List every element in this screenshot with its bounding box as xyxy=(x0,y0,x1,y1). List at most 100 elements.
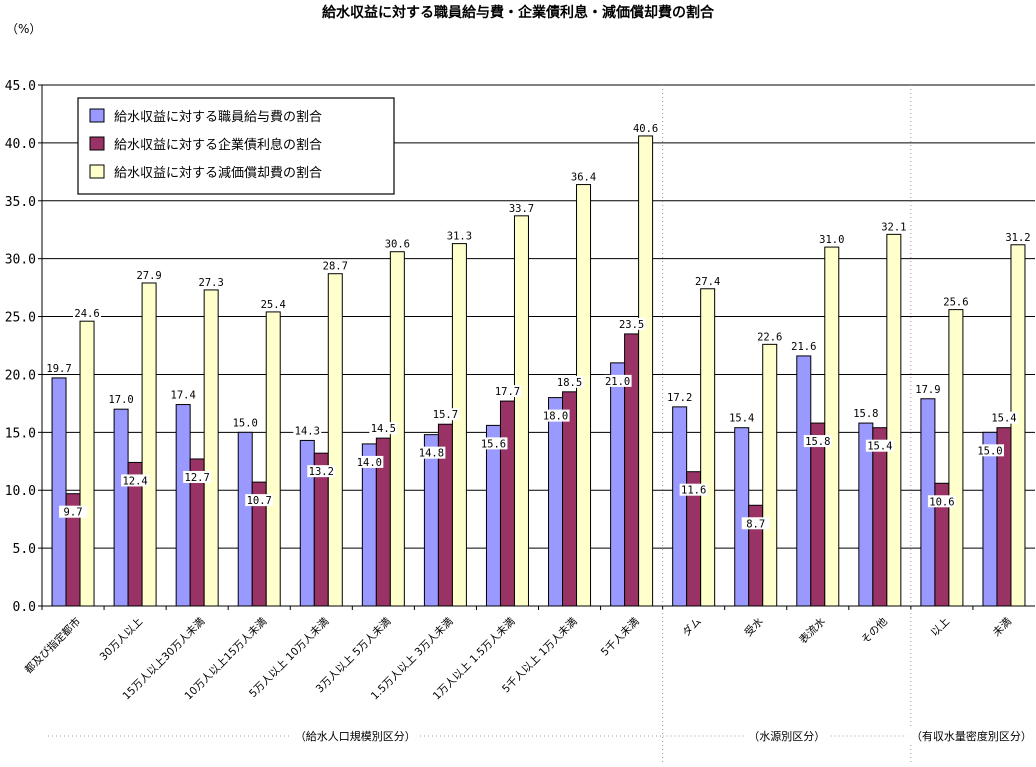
x-tick-label: ダム xyxy=(680,615,704,639)
bar-s2-12 xyxy=(810,422,826,607)
group-label: （給水人口規模別区分） xyxy=(295,729,416,743)
data-label-bg xyxy=(59,505,88,518)
data-label-bg xyxy=(321,259,350,272)
y-tick-label: 20.0 xyxy=(5,368,36,383)
bar-s3-4 xyxy=(327,273,343,607)
data-label: 27.9 xyxy=(136,270,161,282)
data-label-bg xyxy=(879,220,908,233)
bar-s1-9 xyxy=(610,362,626,607)
data-label: 15.0 xyxy=(977,445,1002,457)
data-label: 27.3 xyxy=(199,277,224,289)
y-tick-label: 15.0 xyxy=(5,426,36,441)
data-label: 30.6 xyxy=(385,239,410,251)
data-label-bg xyxy=(941,295,970,308)
data-label-bg xyxy=(355,455,384,468)
data-label: 24.6 xyxy=(74,308,99,320)
bar-s3-13 xyxy=(886,233,902,607)
data-label: 15.4 xyxy=(991,413,1016,425)
data-label-bg xyxy=(541,409,570,422)
legend-box xyxy=(77,97,395,195)
legend-swatch xyxy=(89,136,105,151)
data-label-bg xyxy=(507,201,536,214)
bar-s3-6 xyxy=(451,243,467,607)
data-label-bg xyxy=(913,382,942,395)
bar-s1-3 xyxy=(237,431,253,607)
data-label: 33.7 xyxy=(509,203,534,215)
data-label-bg xyxy=(259,297,288,310)
bar-s3-14 xyxy=(948,309,964,607)
data-label: 17.0 xyxy=(108,394,133,406)
legend-swatch xyxy=(89,108,105,123)
bar-s1-0 xyxy=(51,377,67,607)
bar-s1-2 xyxy=(175,404,191,607)
data-label: 36.4 xyxy=(571,172,596,184)
data-label: 21.6 xyxy=(791,341,816,353)
data-label: 17.4 xyxy=(171,390,196,402)
data-label-bg xyxy=(1003,230,1032,243)
data-label-bg xyxy=(631,121,660,134)
data-label-bg xyxy=(741,517,770,530)
data-label-bg xyxy=(135,268,164,281)
legend-label: 給水収益に対する職員給与費の割合 xyxy=(114,109,322,125)
data-label: 15.7 xyxy=(433,409,458,421)
group-label-bg xyxy=(290,727,420,743)
data-label-bg xyxy=(417,446,446,459)
data-label-bg xyxy=(803,435,832,448)
data-label-bg xyxy=(755,330,784,343)
data-label: 14.0 xyxy=(357,457,382,469)
x-tick-label: 表流水 xyxy=(796,615,828,647)
data-label-bg xyxy=(493,385,522,398)
data-label: 27.4 xyxy=(695,276,720,288)
x-tick-label: 以上 xyxy=(929,616,952,639)
bar-s2-8 xyxy=(562,391,578,607)
bar-s1-12 xyxy=(796,355,812,607)
legend-label: 給水収益に対する減価償却費の割合 xyxy=(114,165,322,181)
data-label-bg xyxy=(693,274,722,287)
bar-s3-15 xyxy=(1010,244,1026,607)
data-label: 12.7 xyxy=(185,472,210,484)
data-label: 13.2 xyxy=(309,466,334,478)
data-label-bg xyxy=(107,393,136,406)
data-label-bg xyxy=(73,307,102,320)
group-labels: （給水人口規模別区分） （水源別区分） （有収水量密度別区分） xyxy=(48,85,1036,765)
group-label: （有収水量密度別区分） xyxy=(911,729,1032,743)
x-tick-label: 受水 xyxy=(743,615,767,639)
data-label: 12.4 xyxy=(122,475,147,487)
data-label: 15.4 xyxy=(729,413,754,425)
data-label-bg xyxy=(727,411,756,424)
data-label-bg xyxy=(383,237,412,250)
bar-s3-3 xyxy=(265,311,281,607)
data-label-bg xyxy=(479,437,508,450)
bar-s3-12 xyxy=(824,246,840,607)
bar-s1-10 xyxy=(672,406,688,607)
data-label: 31.0 xyxy=(819,234,844,246)
data-label: 31.3 xyxy=(447,231,472,243)
data-label: 15.4 xyxy=(867,441,892,453)
data-label: 17.7 xyxy=(495,386,520,398)
data-label-bg xyxy=(445,229,474,242)
legend-swatch xyxy=(89,164,105,179)
bar-s3-10 xyxy=(700,288,716,607)
data-label-bg xyxy=(865,439,894,452)
bars xyxy=(51,135,1026,607)
bar-s3-2 xyxy=(203,289,219,607)
y-tick-label: 40.0 xyxy=(5,137,36,152)
data-label: 15.0 xyxy=(233,417,258,429)
data-label: 18.0 xyxy=(543,411,568,423)
data-label: 22.6 xyxy=(757,331,782,343)
data-label: 17.9 xyxy=(915,384,940,396)
y-tick-label: 30.0 xyxy=(5,253,36,268)
bar-s3-1 xyxy=(141,282,157,607)
y-tick-label: 25.0 xyxy=(5,311,36,326)
data-label: 9.7 xyxy=(64,507,83,519)
data-label: 14.3 xyxy=(295,425,320,437)
data-label: 40.6 xyxy=(633,123,658,135)
data-label-bg xyxy=(851,407,880,420)
bar-s1-6 xyxy=(423,434,439,607)
data-label: 25.4 xyxy=(261,299,286,311)
data-label-bg xyxy=(431,408,460,421)
data-label-bg xyxy=(183,470,212,483)
data-label: 18.5 xyxy=(557,377,582,389)
data-label-bg xyxy=(169,388,198,401)
x-tick-label: その他 xyxy=(858,615,890,647)
